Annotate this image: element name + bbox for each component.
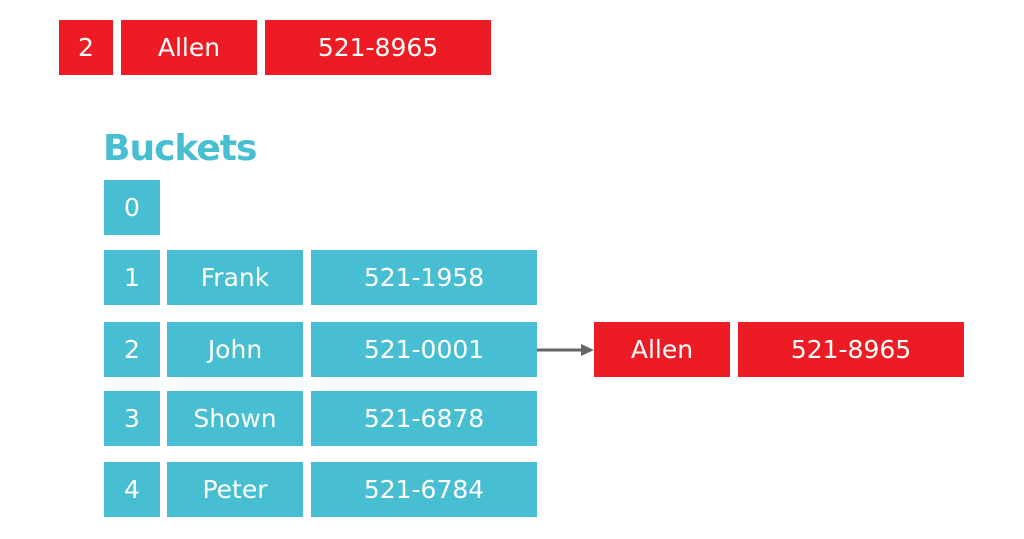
bucket-index: 3 xyxy=(104,391,160,446)
buckets-title: Buckets xyxy=(103,128,257,169)
arrow-head xyxy=(581,344,594,356)
incoming-key: 2 xyxy=(59,20,113,75)
bucket-name: Peter xyxy=(167,462,303,517)
bucket-index: 0 xyxy=(104,180,160,235)
incoming-name: Allen xyxy=(121,20,257,75)
bucket-name: John xyxy=(167,322,303,377)
chain-phone: 521-8965 xyxy=(738,322,964,377)
bucket-name: Frank xyxy=(167,250,303,305)
bucket-index: 2 xyxy=(104,322,160,377)
bucket-phone: 521-0001 xyxy=(311,322,537,377)
bucket-phone: 521-1958 xyxy=(311,250,537,305)
bucket-phone: 521-6784 xyxy=(311,462,537,517)
bucket-phone: 521-6878 xyxy=(311,391,537,446)
chain-name: Allen xyxy=(594,322,730,377)
bucket-index: 4 xyxy=(104,462,160,517)
bucket-name: Shown xyxy=(167,391,303,446)
bucket-index: 1 xyxy=(104,250,160,305)
incoming-phone: 521-8965 xyxy=(265,20,491,75)
